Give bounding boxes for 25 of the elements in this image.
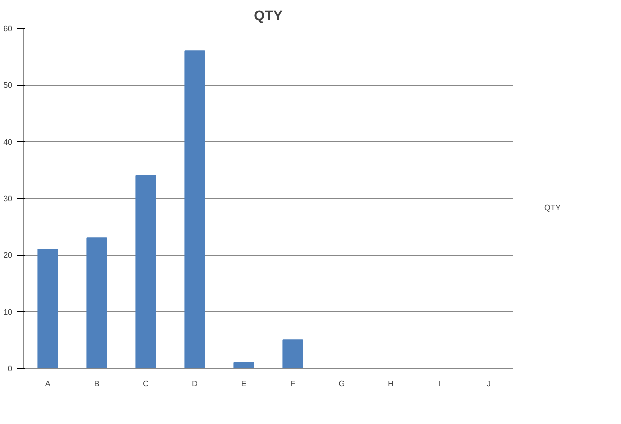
y-tick-label: 20 [4, 251, 14, 260]
y-tick-label: 60 [4, 24, 14, 34]
x-tick-label: G [338, 380, 346, 388]
text: QTY [544, 203, 562, 212]
x-tick-label: E [241, 380, 247, 388]
x-tick-label: B [94, 380, 100, 388]
y-tick-label: 10 [4, 308, 14, 317]
bar [136, 175, 156, 368]
bar [86, 238, 108, 368]
x-tick-label: C [143, 380, 150, 388]
bar [234, 362, 254, 368]
y-tick-label: 0 [8, 364, 14, 374]
x-tick-label: A [45, 380, 52, 388]
bar [282, 340, 304, 368]
bar [184, 50, 206, 368]
x-tick-label: F [290, 380, 296, 388]
x-tick-label: H [388, 380, 394, 388]
x-tick-label: J [487, 380, 491, 388]
bar [38, 249, 58, 368]
x-tick-label: I [438, 380, 442, 388]
y-tick-label: 50 [4, 81, 14, 90]
chart-title: QTY [254, 8, 284, 24]
y-tick-label: 30 [4, 194, 14, 204]
y-tick-label: 40 [4, 138, 14, 147]
x-tick-label: D [192, 380, 198, 388]
